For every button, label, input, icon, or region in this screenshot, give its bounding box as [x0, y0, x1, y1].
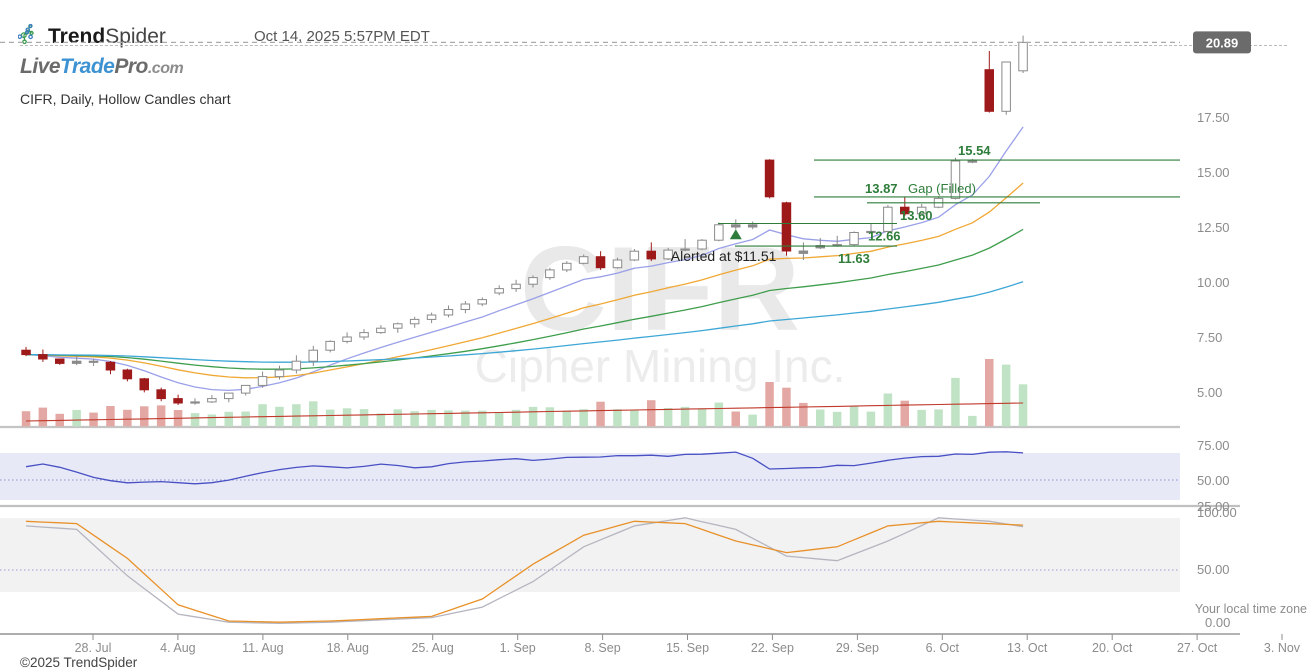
svg-text:Gap (Filled): Gap (Filled)	[908, 181, 976, 196]
svg-text:©2025 TrendSpider: ©2025 TrendSpider	[20, 655, 138, 670]
svg-text:50.00: 50.00	[1197, 473, 1230, 488]
svg-text:3. Nov: 3. Nov	[1264, 641, 1301, 655]
svg-text:15.54: 15.54	[958, 143, 991, 158]
svg-text:4. Aug: 4. Aug	[160, 641, 195, 655]
svg-text:15. Sep: 15. Sep	[666, 641, 709, 655]
svg-text:18. Aug: 18. Aug	[327, 641, 369, 655]
svg-text:50.00: 50.00	[1197, 562, 1230, 577]
svg-text:6. Oct: 6. Oct	[926, 641, 960, 655]
svg-text:75.00: 75.00	[1197, 438, 1230, 453]
svg-text:Your local time zone: Your local time zone	[1195, 602, 1307, 616]
svg-text:12.66: 12.66	[868, 229, 901, 244]
svg-text:28. Jul: 28. Jul	[75, 641, 112, 655]
svg-text:10.00: 10.00	[1197, 275, 1230, 290]
svg-text:13.87: 13.87	[865, 181, 898, 196]
svg-text:1. Sep: 1. Sep	[500, 641, 536, 655]
svg-text:100.00: 100.00	[1197, 505, 1237, 520]
svg-text:12.50: 12.50	[1197, 220, 1230, 235]
svg-text:17.50: 17.50	[1197, 110, 1230, 125]
svg-text:29. Sep: 29. Sep	[836, 641, 879, 655]
svg-text:7.50: 7.50	[1197, 330, 1222, 345]
svg-text:22. Sep: 22. Sep	[751, 641, 794, 655]
svg-text:13.60: 13.60	[900, 208, 933, 223]
svg-text:11. Aug: 11. Aug	[242, 641, 284, 655]
svg-text:0.00: 0.00	[1205, 615, 1230, 630]
svg-text:25. Aug: 25. Aug	[411, 641, 453, 655]
svg-text:8. Sep: 8. Sep	[585, 641, 621, 655]
svg-text:27. Oct: 27. Oct	[1177, 641, 1218, 655]
svg-text:Cipher Mining Inc.: Cipher Mining Inc.	[475, 340, 846, 392]
svg-text:13. Oct: 13. Oct	[1007, 641, 1048, 655]
svg-text:Alerted at $11.51: Alerted at $11.51	[671, 248, 777, 264]
svg-text:15.00: 15.00	[1197, 165, 1230, 180]
svg-text:20. Oct: 20. Oct	[1092, 641, 1133, 655]
svg-text:11.63: 11.63	[838, 251, 870, 266]
svg-text:5.00: 5.00	[1197, 385, 1222, 400]
svg-text:20.89: 20.89	[1206, 35, 1239, 50]
